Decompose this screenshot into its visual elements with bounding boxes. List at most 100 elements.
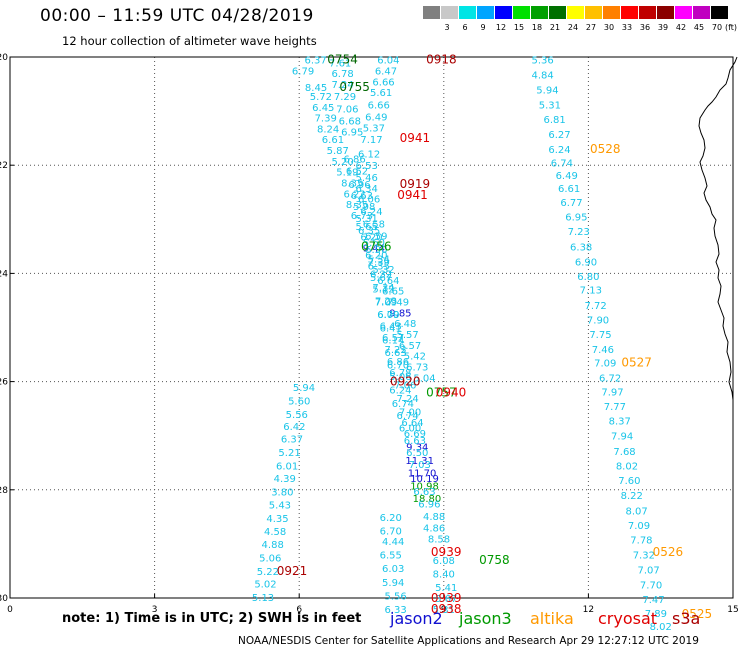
x-tick-label: 3 [152, 605, 158, 615]
wave-height-value: 8.58 [428, 534, 450, 545]
wave-height-value: 8.45 [305, 83, 327, 94]
wave-height-value: 5.42 [404, 352, 426, 363]
wave-height-value: 6.61 [558, 184, 580, 195]
wave-height-value: 6.74 [551, 158, 573, 169]
wave-height-value: 5.32 [372, 265, 394, 276]
wave-height-value: 7.78 [630, 536, 652, 547]
wave-height-value: 6.95 [341, 128, 363, 139]
wave-height-value: 5.02 [254, 579, 276, 590]
legend-cryosat: cryosat [598, 609, 658, 628]
y-tick-label: -28 [0, 486, 8, 496]
scale-swatch [423, 6, 441, 19]
wave-height-value: 6.63 [384, 348, 406, 359]
wave-height-value: 6.68 [339, 116, 361, 127]
wave-height-value: 10.19 [410, 474, 439, 485]
coastline [698, 56, 738, 401]
wave-height-value: 7.07 [638, 565, 660, 576]
wave-height-value: 6.59 [365, 232, 387, 243]
pass-time-label: 0940 [436, 385, 467, 399]
wave-height-value: 5.87 [327, 146, 349, 157]
wave-height-value: 7.97 [601, 387, 623, 398]
wave-height-value: 5.20 [331, 157, 353, 168]
wave-height-value: 6.14 [382, 335, 404, 346]
scale-swatch [477, 6, 495, 19]
wave-height-value: 5.56 [384, 591, 406, 602]
wave-height-value: 7.32 [633, 551, 655, 562]
wave-height-value: 7.34 [372, 283, 394, 294]
y-tick-label: -22 [0, 161, 8, 171]
wave-height-value: 6.65 [382, 287, 404, 298]
wave-height-value: 4.58 [264, 527, 286, 538]
y-tick-label: -26 [0, 378, 8, 388]
wave-height-value: 5.31 [433, 605, 455, 616]
wave-height-value: 5.67 [370, 273, 392, 284]
wave-height-value: 6.69 [404, 429, 426, 440]
wave-height-value: 7.29 [334, 92, 356, 103]
wave-height-value: 6.73 [406, 362, 428, 373]
wave-height-value: 6.86 [387, 357, 409, 368]
wave-height-value: 11.31 [405, 456, 434, 467]
wave-height-value: 6.70 [377, 310, 399, 321]
wave-height-value: 6.64 [401, 418, 423, 429]
wave-height-value: 8.24 [317, 124, 339, 135]
wave-height-value: 9.44 [363, 243, 385, 254]
scale-swatch [549, 6, 567, 19]
pass-time-label: 0758 [479, 553, 510, 567]
wave-height-value: 6.73 [351, 211, 373, 222]
wave-height-value: 8.35 [346, 200, 368, 211]
legend-altika: altika [530, 609, 574, 628]
wave-height-value: 6.79 [292, 67, 314, 78]
scale-swatch [513, 6, 531, 19]
wave-height-value: 8.22 [621, 491, 643, 502]
wave-height-value: 6.72 [599, 373, 621, 384]
wave-height-value: 7.23 [375, 296, 397, 307]
wave-height-value: 6.38 [570, 242, 592, 253]
wave-height-value: 6.63 [413, 487, 435, 498]
wave-height-value: 6.55 [380, 551, 402, 562]
wave-height-value: 6.24 [389, 386, 411, 397]
credit-line: NOAA/NESDIS Center for Satellite Applica… [238, 635, 699, 647]
wave-height-value: 4.88 [262, 540, 284, 551]
pass-time-label: 0921 [277, 564, 308, 578]
wave-height-value: 6.20 [360, 233, 382, 244]
wave-height-value: 6.64 [377, 276, 399, 287]
wave-height-value: 8.37 [609, 417, 631, 428]
x-tick-label: 12 [583, 605, 594, 615]
map-frame [9, 56, 734, 599]
scale-label: 30 [603, 23, 615, 32]
wave-height-value: 5.12 [372, 285, 394, 296]
wave-height-value: 7.77 [604, 402, 626, 413]
wave-height-value: 6.06 [358, 195, 380, 206]
wave-height-value: 7.06 [336, 104, 358, 115]
wave-height-value: 7.09 [594, 359, 616, 370]
wave-height-value: 7.24 [397, 394, 419, 405]
wave-height-value: 8.07 [625, 506, 647, 517]
x-tick-label: 9 [441, 605, 447, 615]
wave-height-value: 7.13 [580, 286, 602, 297]
wave-height-value: 5.56 [286, 410, 308, 421]
scale-label: 15 [513, 23, 525, 32]
wave-height-value: 5.34 [368, 254, 390, 265]
wave-height-value: 9.85 [389, 308, 411, 319]
wave-height-value: 5.57 [397, 330, 419, 341]
wave-height-value: 4.35 [266, 514, 288, 525]
wave-height-value: 6.47 [375, 67, 397, 78]
wave-height-value: 3.80 [271, 487, 293, 498]
wave-height-value: 6.49 [556, 171, 578, 182]
wave-height-value: 6.20 [380, 513, 402, 524]
wave-height-value: 4.86 [423, 524, 445, 535]
wave-height-value: 8.02 [650, 622, 672, 633]
wave-height-value: 6.01 [276, 461, 298, 472]
wave-height-value: 6.35 [358, 226, 380, 237]
wave-height-value: 6.48 [394, 319, 416, 330]
map-subtitle: 12 hour collection of altimeter wave hei… [62, 34, 317, 48]
wave-height-value: 7.09 [628, 521, 650, 532]
pass-time-label: 0526 [653, 545, 684, 559]
pass-time-label: 0941 [397, 188, 428, 202]
wave-height-value: 6.66 [368, 101, 390, 112]
wave-height-value: 6.41 [380, 324, 402, 335]
wave-height-value: 6.96 [348, 180, 370, 191]
wave-height-value: 5.37 [363, 123, 385, 134]
wave-height-value: 6.96 [418, 499, 440, 510]
wave-height-value: 6.33 [384, 605, 406, 616]
